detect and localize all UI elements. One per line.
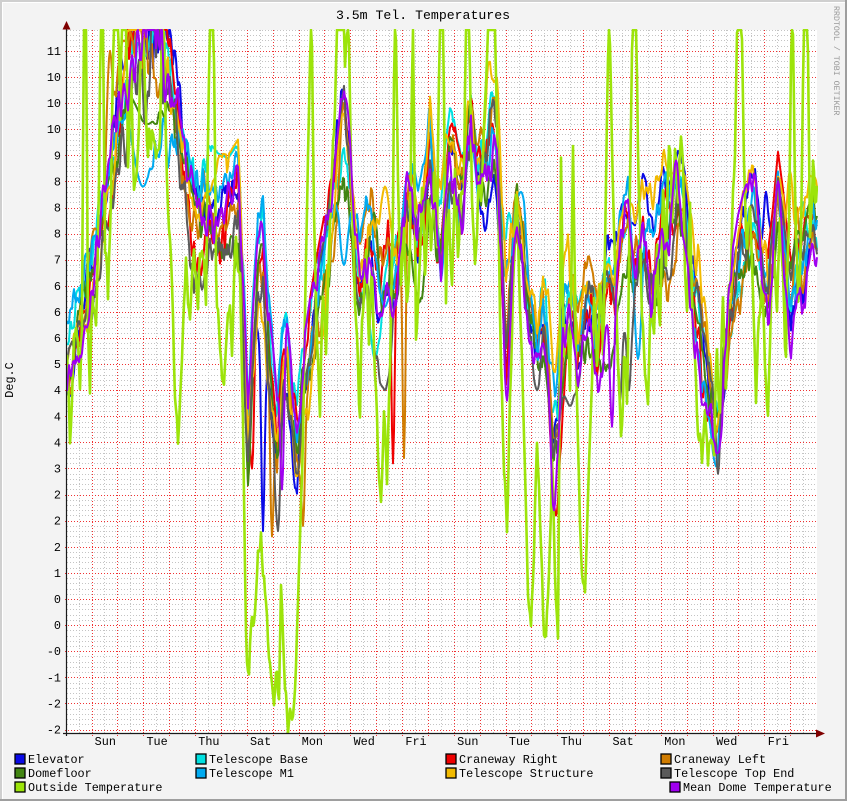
svg-text:Craneway Right: Craneway Right <box>459 753 558 767</box>
svg-text:Mon: Mon <box>664 735 685 749</box>
svg-text:10: 10 <box>47 123 61 137</box>
svg-text:Sat: Sat <box>612 735 633 749</box>
svg-text:Mean Dome Temperature: Mean Dome Temperature <box>683 781 832 795</box>
svg-text:4: 4 <box>54 410 61 424</box>
svg-text:Tue: Tue <box>146 735 167 749</box>
svg-text:Sun: Sun <box>457 735 478 749</box>
svg-text:-0: -0 <box>47 645 61 659</box>
svg-text:11: 11 <box>47 45 61 59</box>
svg-text:2: 2 <box>54 515 61 529</box>
svg-text:5: 5 <box>54 358 61 372</box>
svg-text:Telescope M1: Telescope M1 <box>209 767 294 781</box>
svg-text:Domefloor: Domefloor <box>28 767 92 781</box>
svg-text:Thu: Thu <box>198 735 219 749</box>
svg-text:Telescope Base: Telescope Base <box>209 753 308 767</box>
svg-text:Elevator: Elevator <box>28 753 85 767</box>
svg-text:7: 7 <box>54 254 61 268</box>
svg-text:-1: -1 <box>47 671 61 685</box>
svg-text:RRDTOOL / TOBI OETIKER: RRDTOOL / TOBI OETIKER <box>831 6 841 116</box>
svg-text:Sun: Sun <box>95 735 116 749</box>
svg-text:10: 10 <box>47 71 61 85</box>
svg-text:6: 6 <box>54 280 61 294</box>
svg-text:-2: -2 <box>47 724 61 738</box>
svg-text:Outside Temperature: Outside Temperature <box>28 781 163 795</box>
svg-text:8: 8 <box>54 228 61 242</box>
svg-text:1: 1 <box>54 567 61 581</box>
svg-text:8: 8 <box>54 175 61 189</box>
svg-text:Mon: Mon <box>302 735 323 749</box>
svg-text:Wed: Wed <box>716 735 737 749</box>
svg-text:Wed: Wed <box>354 735 375 749</box>
svg-text:6: 6 <box>54 306 61 320</box>
svg-text:Fri: Fri <box>768 735 789 749</box>
svg-text:-2: -2 <box>47 697 61 711</box>
svg-text:3: 3 <box>54 463 61 477</box>
svg-text:Telescope Top End: Telescope Top End <box>674 767 794 781</box>
svg-text:Fri: Fri <box>405 735 426 749</box>
svg-text:Deg.C: Deg.C <box>3 362 17 397</box>
svg-text:4: 4 <box>54 436 61 450</box>
svg-text:2: 2 <box>54 541 61 555</box>
svg-text:Sat: Sat <box>250 735 271 749</box>
svg-text:2: 2 <box>54 489 61 503</box>
svg-text:Tue: Tue <box>509 735 530 749</box>
svg-text:8: 8 <box>54 202 61 216</box>
svg-text:3.5m Tel. Temperatures: 3.5m Tel. Temperatures <box>336 8 510 23</box>
svg-text:4: 4 <box>54 384 61 398</box>
svg-text:Thu: Thu <box>561 735 582 749</box>
svg-text:0: 0 <box>54 619 61 633</box>
svg-text:6: 6 <box>54 332 61 346</box>
svg-text:0: 0 <box>54 593 61 607</box>
svg-text:10: 10 <box>47 97 61 111</box>
svg-text:Craneway Left: Craneway Left <box>674 753 766 767</box>
svg-text:9: 9 <box>54 149 61 163</box>
svg-text:Telescope Structure: Telescope Structure <box>459 767 594 781</box>
